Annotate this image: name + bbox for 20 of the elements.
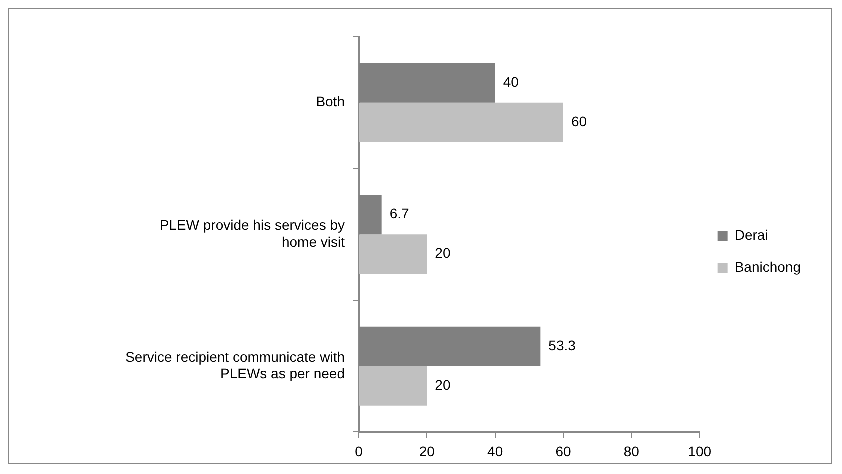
y-tick-label: PLEW provide his services by home visit	[160, 217, 346, 250]
data-label: 6.7	[390, 206, 410, 222]
y-tick-label: Both	[316, 94, 345, 110]
bar	[360, 234, 428, 274]
data-label: 20	[435, 376, 451, 393]
x-tick-label: 20	[419, 443, 436, 460]
data-label: 40	[503, 74, 520, 90]
bar	[360, 102, 564, 142]
bar	[360, 366, 428, 406]
x-tick-label: 60	[556, 443, 572, 460]
x-tick-label: 100	[688, 443, 712, 460]
x-tick-label: 40	[488, 443, 504, 460]
data-label: 60	[572, 113, 588, 130]
data-label: 53.3	[548, 337, 576, 354]
x-tick-label: 0	[355, 443, 364, 460]
legend-label: Derai	[734, 226, 768, 243]
legend-label: Banichong	[734, 258, 802, 275]
data-label: 20	[435, 245, 451, 262]
x-tick-label: 80	[624, 443, 640, 460]
y-tick-label: Service recipient communicate with PLEWs as per need	[126, 348, 345, 382]
